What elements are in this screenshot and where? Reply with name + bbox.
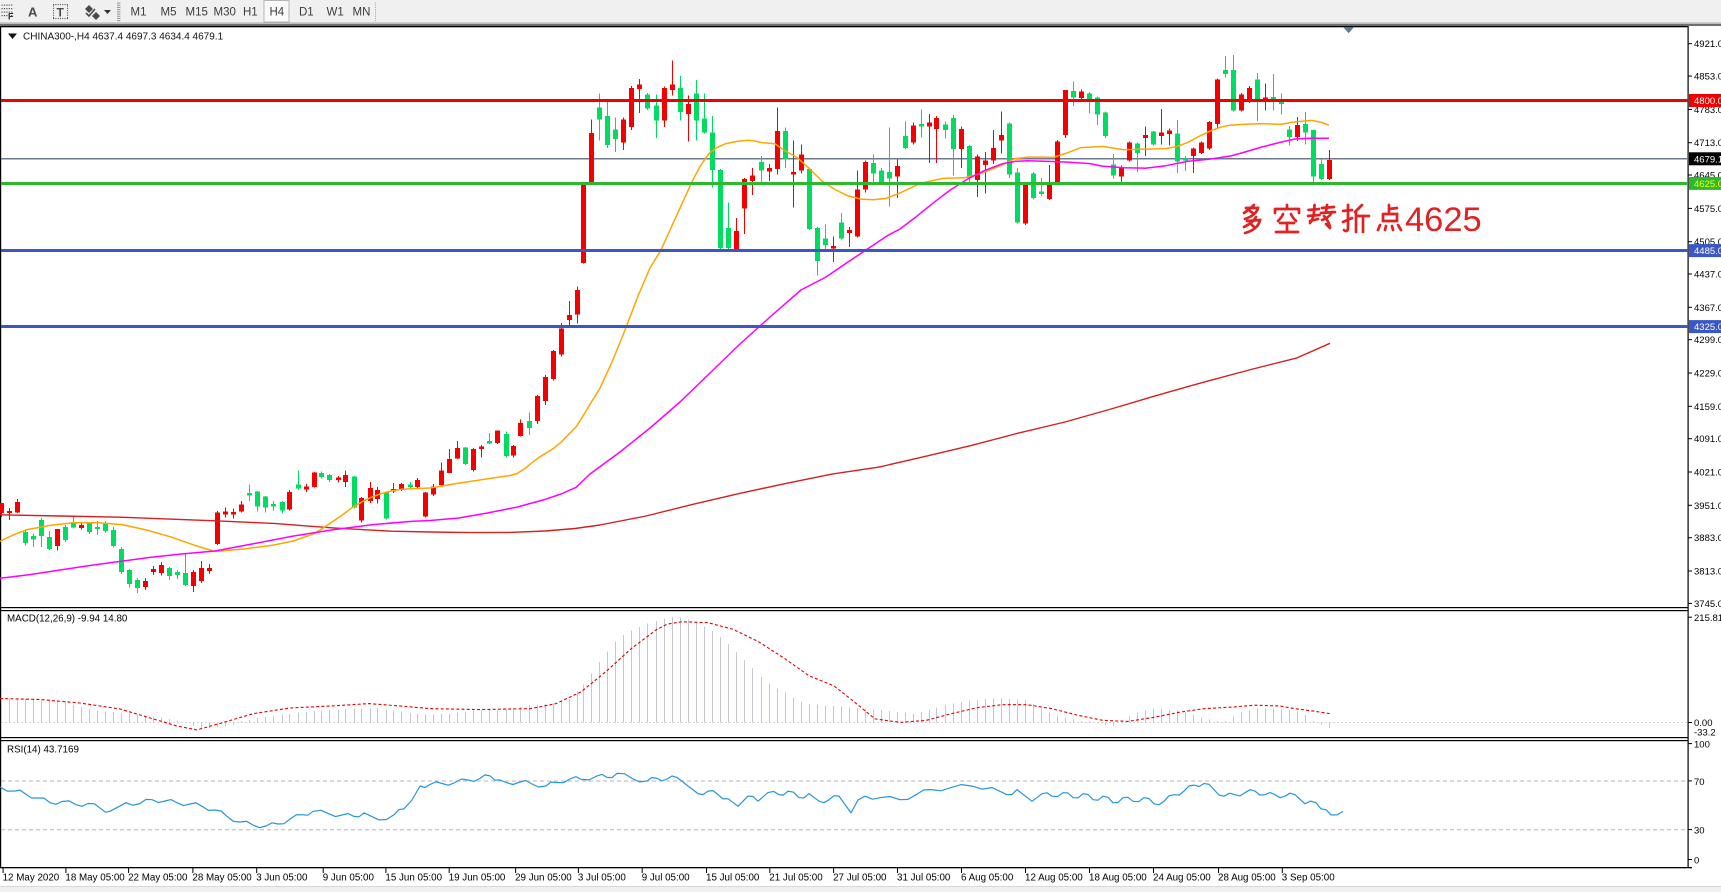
svg-text:3745.0: 3745.0 xyxy=(1694,599,1721,610)
svg-text:3 Jun 05:00: 3 Jun 05:00 xyxy=(256,873,308,884)
svg-text:4437.0: 4437.0 xyxy=(1694,270,1721,281)
svg-text:28 Aug 05:00: 28 Aug 05:00 xyxy=(1218,873,1276,884)
svg-text:4575.0: 4575.0 xyxy=(1694,204,1721,215)
svg-text:70: 70 xyxy=(1694,777,1705,788)
svg-text:T: T xyxy=(57,6,65,20)
svg-text:3 Sep 05:00: 3 Sep 05:00 xyxy=(1282,873,1335,884)
svg-text:F: F xyxy=(8,12,14,22)
svg-text:4853.0: 4853.0 xyxy=(1694,72,1721,83)
svg-text:100: 100 xyxy=(1694,740,1710,751)
svg-text:19 Jun 05:00: 19 Jun 05:00 xyxy=(449,873,506,884)
svg-text:M5: M5 xyxy=(161,7,177,19)
svg-text:4091.0: 4091.0 xyxy=(1694,434,1721,445)
svg-text:21 Jul 05:00: 21 Jul 05:00 xyxy=(769,873,823,884)
svg-text:M1: M1 xyxy=(131,7,147,19)
svg-text:15 Jun 05:00: 15 Jun 05:00 xyxy=(385,873,442,884)
svg-text:15 Jul 05:00: 15 Jul 05:00 xyxy=(706,873,760,884)
svg-text:18 May 05:00: 18 May 05:00 xyxy=(65,873,125,884)
svg-text:4625.0: 4625.0 xyxy=(1694,179,1721,190)
svg-text:4505.0: 4505.0 xyxy=(1694,237,1721,248)
svg-text:30: 30 xyxy=(1694,826,1705,837)
svg-text:4229.0: 4229.0 xyxy=(1694,369,1721,380)
svg-text:31 Jul 05:00: 31 Jul 05:00 xyxy=(897,873,951,884)
svg-text:3813.0: 3813.0 xyxy=(1694,567,1721,578)
svg-text:M15: M15 xyxy=(186,7,208,19)
svg-text:18 Aug 05:00: 18 Aug 05:00 xyxy=(1089,873,1147,884)
svg-text:RSI(14) 43.7169: RSI(14) 43.7169 xyxy=(7,745,79,756)
svg-text:4325.0: 4325.0 xyxy=(1694,322,1721,333)
svg-text:4299.0: 4299.0 xyxy=(1694,335,1721,346)
svg-text:4159.0: 4159.0 xyxy=(1694,402,1721,413)
svg-text:4367.0: 4367.0 xyxy=(1694,303,1721,314)
svg-text:24 Aug 05:00: 24 Aug 05:00 xyxy=(1153,873,1211,884)
svg-text:D1: D1 xyxy=(299,7,314,19)
svg-text:215.81: 215.81 xyxy=(1694,613,1721,624)
svg-text:4800.0: 4800.0 xyxy=(1694,96,1721,107)
svg-text:4021.0: 4021.0 xyxy=(1694,468,1721,479)
svg-text:W1: W1 xyxy=(327,7,344,19)
svg-text:3883.0: 3883.0 xyxy=(1694,533,1721,544)
svg-text:M30: M30 xyxy=(214,7,236,19)
svg-text:9 Jul 05:00: 9 Jul 05:00 xyxy=(642,873,690,884)
svg-text:3 Jul 05:00: 3 Jul 05:00 xyxy=(578,873,626,884)
svg-text:27 Jul 05:00: 27 Jul 05:00 xyxy=(833,873,887,884)
svg-text:H1: H1 xyxy=(243,7,258,19)
svg-text:MN: MN xyxy=(353,7,371,19)
svg-text:4679.1: 4679.1 xyxy=(1694,154,1721,165)
svg-text:4645.0: 4645.0 xyxy=(1694,171,1721,182)
svg-text:4783.0: 4783.0 xyxy=(1694,105,1721,116)
svg-text:29 Jun 05:00: 29 Jun 05:00 xyxy=(515,873,572,884)
svg-text:CHINA300-,H4 4637.4 4697.3 46: CHINA300-,H4 4637.4 4697.3 4634.4 4679.1 xyxy=(23,32,224,43)
svg-text:A: A xyxy=(28,5,38,20)
svg-text:4713.0: 4713.0 xyxy=(1694,138,1721,149)
svg-text:22 May 05:00: 22 May 05:00 xyxy=(128,873,188,884)
svg-text:0.00: 0.00 xyxy=(1694,718,1713,729)
svg-text:12 Aug 05:00: 12 Aug 05:00 xyxy=(1025,873,1083,884)
svg-text:MACD(12,26,9) -9.94 14.80: MACD(12,26,9) -9.94 14.80 xyxy=(7,614,128,625)
svg-text:9 Jun 05:00: 9 Jun 05:00 xyxy=(323,873,375,884)
svg-text:28 May 05:00: 28 May 05:00 xyxy=(192,873,252,884)
svg-text:3951.0: 3951.0 xyxy=(1694,501,1721,512)
svg-text:12 May 2020: 12 May 2020 xyxy=(3,873,60,884)
svg-text:H4: H4 xyxy=(270,7,285,19)
svg-text:4921.0: 4921.0 xyxy=(1694,39,1721,50)
svg-text:0: 0 xyxy=(1694,856,1699,867)
svg-text:4485.0: 4485.0 xyxy=(1694,246,1721,257)
svg-text:-33.2: -33.2 xyxy=(1694,727,1716,738)
svg-text:4625: 4625 xyxy=(1405,201,1482,239)
svg-text:6 Aug 05:00: 6 Aug 05:00 xyxy=(961,873,1014,884)
